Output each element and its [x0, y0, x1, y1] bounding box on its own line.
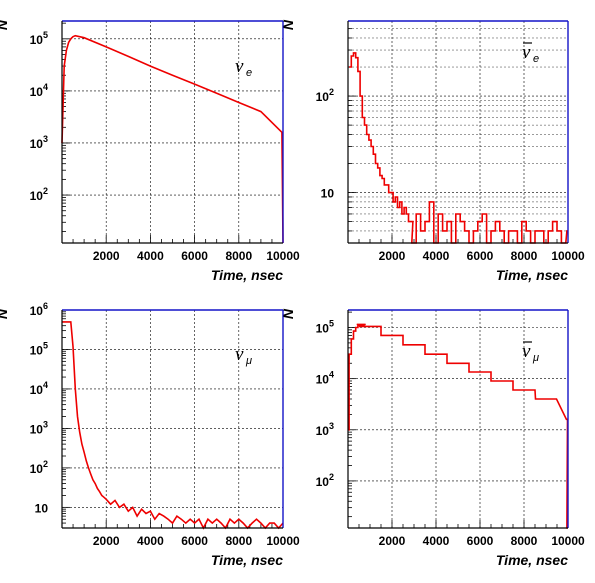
panel-3: 2000 4000 6000 8000 10000 106 105 104 103 102 10 Ti… — [0, 301, 300, 568]
particle-symbol: ν — [522, 341, 531, 362]
y-tick-label: 102 — [316, 472, 334, 489]
x-tick-label: 2000 — [93, 534, 120, 548]
y-tick-label: 10 — [321, 187, 335, 201]
y-tick-label: 105 — [316, 319, 334, 336]
x-tick-label: 6000 — [467, 249, 494, 263]
y-axis-title: N — [0, 308, 10, 319]
panel-2: 2000 4000 6000 8000 10000 102 10 Time, nsec Nν e — [280, 19, 585, 283]
x-tick-label: 10000 — [266, 249, 300, 263]
x-axis-title: Time, nsec — [211, 552, 283, 568]
particle-subscript: e — [246, 67, 252, 79]
x-tick-label: 2000 — [379, 534, 406, 548]
particle-subscript: μ — [245, 355, 252, 367]
y-tick-label: 103 — [316, 421, 334, 438]
y-tick-label: 104 — [30, 380, 48, 397]
particle-symbol: ν — [522, 42, 531, 63]
x-tick-label: 8000 — [225, 249, 252, 263]
y-axis-title: N — [280, 19, 296, 30]
x-tick-label: 4000 — [137, 534, 164, 548]
x-tick-label: 4000 — [423, 249, 450, 263]
panel-1: 2000 4000 6000 8000 10000 105 104 103 102 Time, n… — [0, 19, 300, 283]
series-line — [348, 323, 569, 529]
series-line — [349, 52, 568, 244]
series-line — [62, 321, 284, 530]
y-tick-label: 104 — [316, 370, 334, 387]
y-tick-label: 102 — [30, 459, 48, 476]
y-tick-label: 102 — [316, 87, 334, 104]
x-axis-title: Time, nsec — [496, 552, 568, 568]
x-tick-label: 8000 — [511, 249, 538, 263]
x-tick-label: 10000 — [266, 534, 300, 548]
x-tick-label: 10000 — [551, 534, 585, 548]
y-tick-label: 104 — [30, 82, 48, 99]
x-tick-label: 2000 — [379, 249, 406, 263]
x-tick-label: 6000 — [181, 534, 208, 548]
x-axis-title: Time, nsec — [496, 267, 568, 283]
particle-subscript: μ — [532, 352, 539, 364]
particle-symbol: ν — [235, 344, 244, 365]
y-axis-title: N — [0, 19, 10, 30]
x-tick-label: 8000 — [225, 534, 252, 548]
series-line — [61, 34, 284, 244]
x-tick-label: 10000 — [551, 249, 585, 263]
y-axis-title: N — [280, 308, 296, 319]
y-tick-label: 10 — [35, 501, 49, 515]
x-axis-title: Time, nsec — [211, 267, 283, 283]
x-tick-label: 6000 — [467, 534, 494, 548]
x-tick-label: 2000 — [93, 249, 120, 263]
y-tick-label: 105 — [30, 340, 48, 357]
x-tick-label: 4000 — [137, 249, 164, 263]
x-tick-label: 8000 — [511, 534, 538, 548]
y-tick-label: 106 — [30, 301, 48, 318]
x-tick-label: 6000 — [181, 249, 208, 263]
particle-symbol: ν — [235, 56, 244, 77]
y-tick-label: 103 — [30, 134, 48, 151]
particle-subscript: e — [533, 53, 539, 65]
y-tick-label: 105 — [30, 30, 48, 47]
panel-4: 2000 4000 6000 8000 10000 105 104 103 102 Time, n… — [280, 308, 585, 568]
x-tick-label: 4000 — [423, 534, 450, 548]
y-tick-label: 102 — [30, 186, 48, 203]
y-tick-label: 103 — [30, 419, 48, 436]
